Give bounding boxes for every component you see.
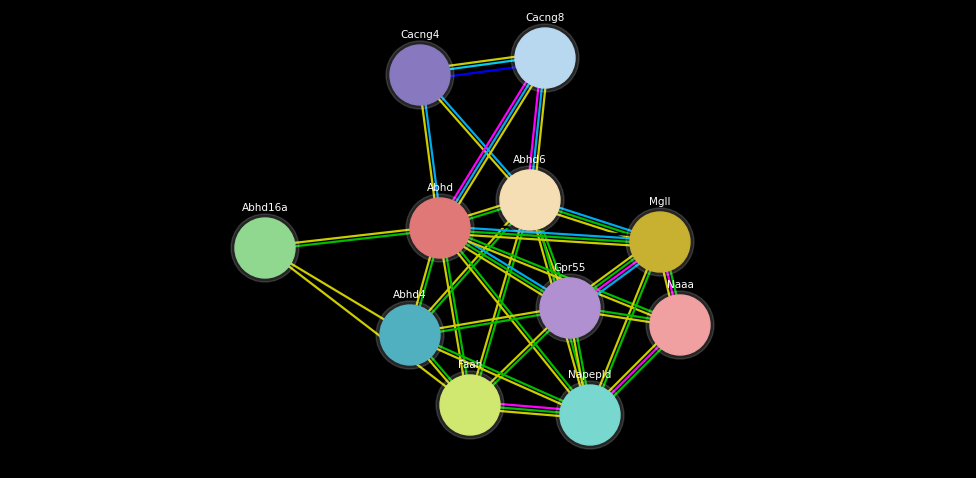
- Text: Gpr55: Gpr55: [553, 263, 587, 273]
- Text: Cacng8: Cacng8: [525, 13, 565, 23]
- Circle shape: [505, 174, 555, 226]
- Text: Naaa: Naaa: [667, 280, 693, 290]
- Text: Abhd4: Abhd4: [393, 290, 427, 300]
- Circle shape: [515, 28, 575, 88]
- Circle shape: [444, 380, 496, 431]
- Circle shape: [545, 282, 595, 334]
- Circle shape: [410, 198, 470, 258]
- Circle shape: [655, 300, 706, 350]
- Text: Abhd: Abhd: [427, 183, 454, 193]
- Circle shape: [511, 24, 579, 92]
- Text: Abhd6: Abhd6: [513, 155, 547, 165]
- Circle shape: [239, 222, 291, 273]
- Text: Napepld: Napepld: [568, 370, 612, 380]
- Circle shape: [536, 274, 604, 342]
- Circle shape: [235, 218, 295, 278]
- Circle shape: [564, 390, 616, 441]
- Circle shape: [496, 166, 564, 234]
- Circle shape: [376, 301, 444, 369]
- Circle shape: [380, 305, 440, 365]
- Circle shape: [634, 217, 685, 268]
- Circle shape: [560, 385, 620, 445]
- Circle shape: [231, 214, 299, 282]
- Text: Faah: Faah: [458, 360, 482, 370]
- Text: Mgll: Mgll: [649, 197, 671, 207]
- Circle shape: [436, 371, 504, 439]
- Circle shape: [519, 33, 571, 84]
- Circle shape: [540, 278, 600, 338]
- Circle shape: [385, 309, 435, 360]
- Text: Abhd16a: Abhd16a: [242, 203, 288, 213]
- Circle shape: [650, 295, 710, 355]
- Circle shape: [556, 381, 624, 449]
- Circle shape: [646, 291, 714, 359]
- Circle shape: [406, 194, 474, 262]
- Circle shape: [390, 45, 450, 105]
- Circle shape: [440, 375, 500, 435]
- Circle shape: [415, 203, 466, 253]
- Circle shape: [394, 50, 445, 100]
- Circle shape: [500, 170, 560, 230]
- Text: Cacng4: Cacng4: [400, 30, 439, 40]
- Circle shape: [386, 41, 454, 109]
- Circle shape: [626, 208, 694, 276]
- Circle shape: [630, 212, 690, 272]
